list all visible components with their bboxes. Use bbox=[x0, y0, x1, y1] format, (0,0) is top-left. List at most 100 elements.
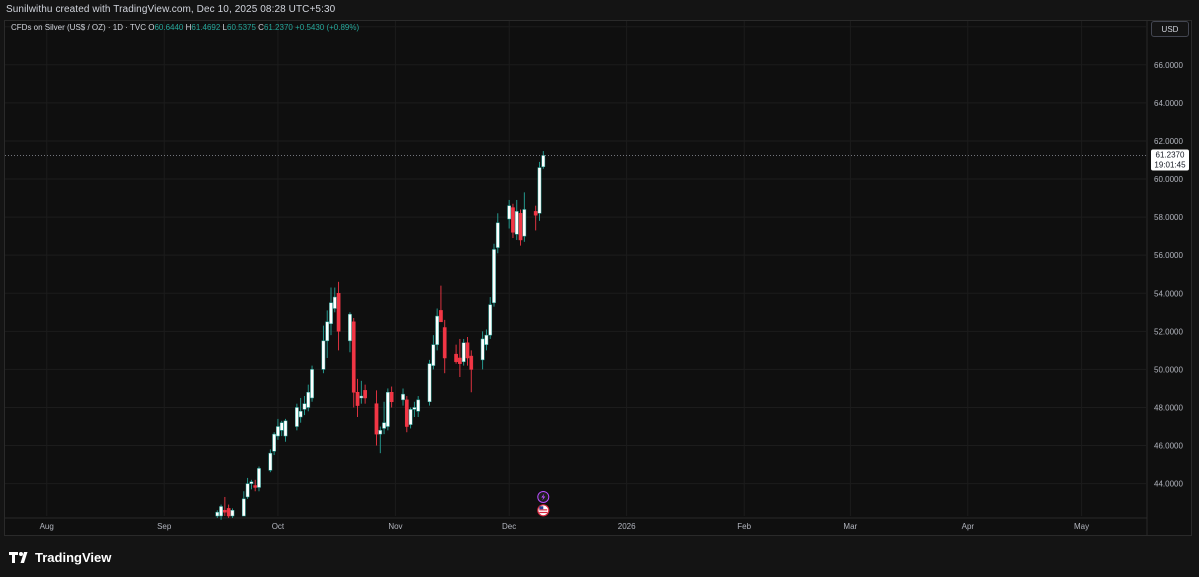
candle-body bbox=[541, 155, 546, 168]
candle bbox=[348, 312, 352, 353]
candle bbox=[249, 479, 254, 490]
candle bbox=[279, 420, 284, 437]
candle bbox=[416, 396, 421, 417]
candle-body bbox=[522, 209, 527, 237]
tradingview-brand: TradingView bbox=[35, 549, 112, 565]
countdown-label: 19:01:45 bbox=[1154, 160, 1186, 169]
candle-body bbox=[401, 393, 405, 401]
tradingview-logo-icon bbox=[9, 552, 28, 563]
candle-body bbox=[253, 485, 258, 488]
y-tick-label: 46.0000 bbox=[1154, 442, 1183, 451]
candle-body bbox=[408, 409, 413, 425]
candle bbox=[219, 504, 223, 520]
candle-body bbox=[283, 420, 288, 437]
candle bbox=[283, 418, 288, 442]
footer-bar bbox=[0, 537, 1199, 577]
candle bbox=[404, 396, 409, 433]
x-tick-label: Feb bbox=[737, 522, 751, 531]
candle bbox=[389, 386, 394, 408]
candle bbox=[382, 401, 386, 435]
candle-body bbox=[336, 293, 341, 332]
candle-body bbox=[332, 296, 337, 309]
candle-body bbox=[439, 310, 443, 323]
candle bbox=[223, 496, 227, 516]
candle-body bbox=[533, 211, 538, 216]
legend-open-value: 60.6440 bbox=[154, 23, 184, 32]
y-tick-label: 54.0000 bbox=[1154, 289, 1183, 298]
us-flag-stripe bbox=[539, 509, 548, 511]
candle-body bbox=[306, 392, 311, 408]
candle-body bbox=[511, 207, 515, 233]
candle-body bbox=[272, 433, 276, 452]
candle bbox=[295, 403, 299, 431]
candle-body bbox=[374, 403, 379, 435]
candle bbox=[363, 384, 367, 404]
y-tick-label: 56.0000 bbox=[1154, 251, 1183, 260]
legend-close-value: 61.2370 bbox=[263, 23, 293, 32]
us-flag-stripe bbox=[539, 511, 548, 514]
candle bbox=[412, 401, 417, 417]
candle-body bbox=[279, 422, 284, 431]
candle-body bbox=[355, 392, 360, 406]
candle bbox=[480, 331, 485, 370]
candle-body bbox=[537, 167, 542, 214]
candle-body bbox=[321, 340, 326, 370]
chart-frame[interactable] bbox=[4, 20, 1192, 536]
candle bbox=[533, 205, 538, 231]
legend-symbol: CFDs on Silver (US$ / OZ) · 1D · TVC bbox=[11, 23, 146, 32]
top-bar: Sunilwithu created with TradingView.com,… bbox=[0, 0, 1199, 20]
candle-body bbox=[359, 395, 364, 399]
legend-high-label: H bbox=[185, 23, 192, 32]
candle-body bbox=[442, 327, 447, 359]
candle-body bbox=[298, 411, 303, 418]
attribution-text: Sunilwithu created with TradingView.com,… bbox=[6, 4, 336, 15]
candle bbox=[522, 192, 527, 242]
tradingview-logo[interactable]: TradingView bbox=[9, 549, 112, 565]
candle bbox=[488, 297, 493, 339]
legend-change: +0.5430 (+0.89%) bbox=[295, 23, 360, 32]
candle bbox=[492, 243, 496, 307]
x-tick-label: Nov bbox=[388, 522, 402, 531]
x-tick-label: Aug bbox=[40, 522, 54, 531]
candle bbox=[351, 318, 356, 408]
candle bbox=[329, 287, 333, 336]
candle-body bbox=[454, 353, 458, 363]
chart-legend: CFDs on Silver (US$ / OZ) · 1D · TVC O60… bbox=[11, 23, 359, 32]
candle bbox=[465, 337, 470, 366]
candle-body bbox=[215, 511, 220, 517]
candle bbox=[302, 396, 307, 416]
candle bbox=[386, 388, 390, 431]
candle bbox=[374, 390, 379, 446]
candle-body bbox=[480, 338, 485, 361]
candle-body bbox=[363, 390, 367, 399]
candle bbox=[541, 151, 546, 169]
candle bbox=[253, 479, 258, 492]
candle-body bbox=[484, 334, 489, 345]
candle bbox=[306, 384, 311, 412]
candle-body bbox=[325, 321, 330, 342]
candle bbox=[439, 285, 443, 323]
candle bbox=[355, 378, 360, 417]
candle-body bbox=[492, 249, 496, 304]
x-tick-label: Mar bbox=[843, 522, 857, 531]
legend-close-label: C bbox=[258, 23, 264, 32]
candle bbox=[427, 359, 432, 406]
y-tick-label: 60.0000 bbox=[1154, 175, 1183, 184]
candle bbox=[511, 203, 515, 239]
candle bbox=[245, 477, 250, 499]
currency-button[interactable]: USD bbox=[1151, 21, 1189, 37]
candle-body bbox=[412, 407, 417, 410]
candle-body bbox=[427, 363, 432, 403]
y-tick-label: 58.0000 bbox=[1154, 213, 1183, 222]
legend-low-value: 60.5375 bbox=[227, 23, 256, 32]
candle bbox=[336, 281, 341, 351]
candle bbox=[401, 388, 405, 406]
y-tick-label: 64.0000 bbox=[1154, 99, 1183, 108]
candle-body bbox=[435, 315, 439, 345]
candle bbox=[469, 350, 474, 393]
y-tick-label: 50.0000 bbox=[1154, 365, 1183, 374]
candle bbox=[257, 466, 261, 492]
candle bbox=[518, 209, 523, 246]
candle bbox=[332, 287, 337, 313]
